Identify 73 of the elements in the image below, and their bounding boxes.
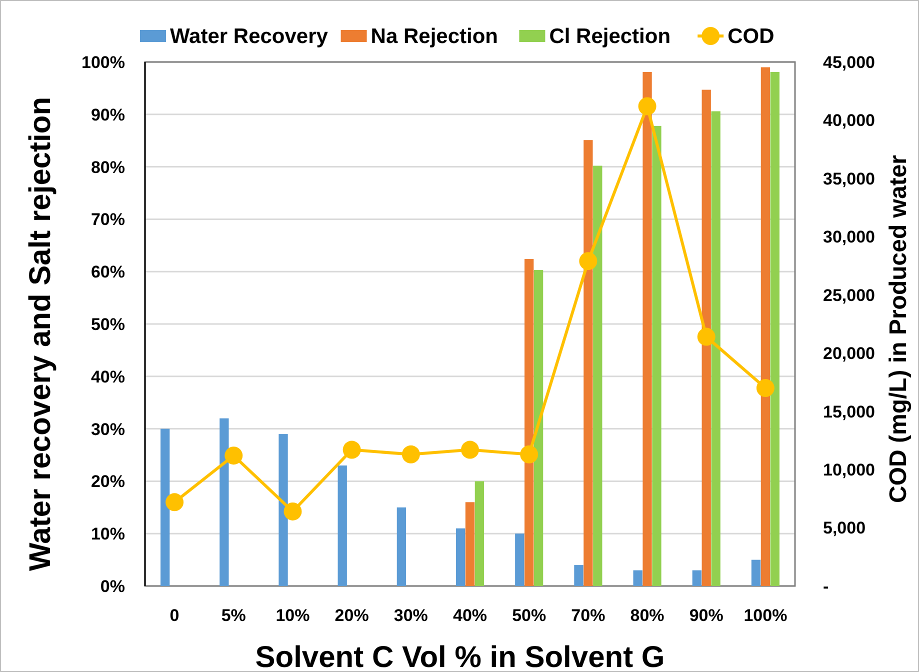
y2-tick-label: 15,000 — [823, 402, 875, 422]
bar — [160, 428, 170, 586]
bar — [456, 528, 466, 586]
point — [461, 440, 479, 459]
point — [224, 446, 243, 465]
bar — [534, 270, 544, 586]
y2-tick-label: 25,000 — [823, 286, 875, 305]
y2-tick-label: 5,000 — [823, 518, 866, 538]
y2-tick-label: 20,000 — [823, 344, 875, 364]
y-tick-label: 0% — [100, 576, 125, 596]
bar — [524, 259, 534, 586]
y2-tick-label: - — [823, 576, 829, 596]
x-tick-label: 5% — [221, 606, 246, 625]
bar — [515, 534, 524, 586]
x-tick-label: 80% — [630, 606, 664, 625]
y-tick-label: 70% — [90, 210, 125, 230]
bar — [396, 507, 406, 586]
point — [756, 379, 774, 398]
bar — [751, 560, 761, 586]
y2-tick-label: 40,000 — [823, 111, 875, 130]
y-tick-label: 40% — [90, 367, 125, 386]
x-tick-label: 10% — [276, 606, 310, 625]
y-tick-label: 80% — [90, 158, 125, 177]
y-tick-label: 90% — [90, 105, 125, 124]
bar — [642, 72, 652, 586]
bar — [760, 67, 770, 586]
y-tick-label: 20% — [90, 472, 125, 492]
bar — [692, 570, 702, 586]
y-tick-label: 30% — [90, 420, 125, 439]
bar — [702, 90, 711, 586]
x-tick-label: 40% — [452, 606, 488, 625]
point — [638, 97, 656, 116]
legend-label: COD — [728, 25, 774, 48]
point — [579, 252, 598, 270]
y-tick-label: 100% — [82, 52, 125, 72]
y2-tick-label: 10,000 — [823, 460, 875, 480]
x-tick-label: 50% — [512, 606, 546, 625]
point — [697, 328, 716, 346]
y-tick-label: 10% — [90, 524, 125, 544]
legend-label: Water Recovery — [170, 25, 328, 48]
legend-label: Na Rejection — [370, 25, 498, 48]
x-tick-label: 20% — [334, 606, 369, 625]
y2-tick-label: 35,000 — [823, 169, 875, 188]
bar — [584, 140, 593, 586]
y2-tick-label: 45,000 — [823, 52, 875, 72]
legend-label: Cl Rejection — [549, 25, 671, 48]
bar — [711, 111, 720, 586]
y-axis-title: Water recovery and Salt rejection — [24, 96, 57, 572]
y2-tick-label: 30,000 — [823, 228, 875, 247]
x-tick-label: 90% — [689, 606, 724, 625]
bar — [278, 434, 288, 586]
x-tick-label: 0 — [170, 606, 180, 625]
y-tick-label: 50% — [90, 314, 125, 334]
bar — [338, 465, 347, 586]
bar — [593, 166, 602, 586]
x-tick-label: 30% — [394, 606, 428, 625]
bar — [770, 72, 780, 586]
point — [342, 440, 361, 459]
bar — [465, 502, 475, 586]
bar — [652, 126, 662, 586]
y2-axis-title: COD (mg/L) in Produced water — [885, 154, 912, 504]
point — [284, 502, 302, 520]
bar — [220, 418, 229, 586]
x-axis-title: Solvent C Vol % in Solvent G — [255, 641, 665, 672]
bar — [633, 570, 642, 586]
x-tick-label: 100% — [744, 606, 788, 625]
point — [166, 493, 184, 512]
bar — [574, 565, 584, 586]
bar — [474, 481, 484, 586]
point — [520, 445, 538, 464]
x-tick-label: 70% — [571, 606, 606, 625]
y-tick-label: 60% — [90, 262, 125, 282]
point — [402, 445, 420, 464]
